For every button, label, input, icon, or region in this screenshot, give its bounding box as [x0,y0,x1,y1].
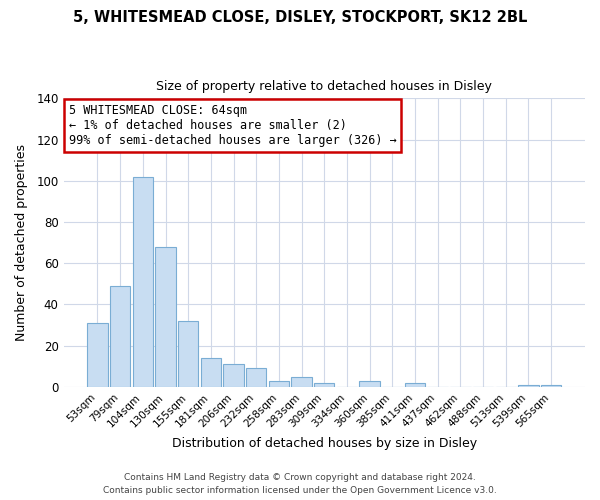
Bar [178,321,199,387]
Y-axis label: Number of detached properties: Number of detached properties [15,144,28,341]
Bar [405,383,425,387]
Title: Size of property relative to detached houses in Disley: Size of property relative to detached ho… [157,80,492,93]
Bar [518,385,539,387]
Bar [155,247,176,387]
Bar [359,381,380,387]
Bar [133,176,153,387]
Bar [110,286,130,387]
Bar [87,323,107,387]
Bar [541,385,561,387]
Bar [269,381,289,387]
Text: Contains HM Land Registry data © Crown copyright and database right 2024.
Contai: Contains HM Land Registry data © Crown c… [103,474,497,495]
X-axis label: Distribution of detached houses by size in Disley: Distribution of detached houses by size … [172,437,477,450]
Text: 5 WHITESMEAD CLOSE: 64sqm
← 1% of detached houses are smaller (2)
99% of semi-de: 5 WHITESMEAD CLOSE: 64sqm ← 1% of detach… [69,104,397,147]
Bar [200,358,221,387]
Bar [223,364,244,387]
Bar [246,368,266,387]
Bar [292,376,312,387]
Bar [314,383,334,387]
Text: 5, WHITESMEAD CLOSE, DISLEY, STOCKPORT, SK12 2BL: 5, WHITESMEAD CLOSE, DISLEY, STOCKPORT, … [73,10,527,25]
